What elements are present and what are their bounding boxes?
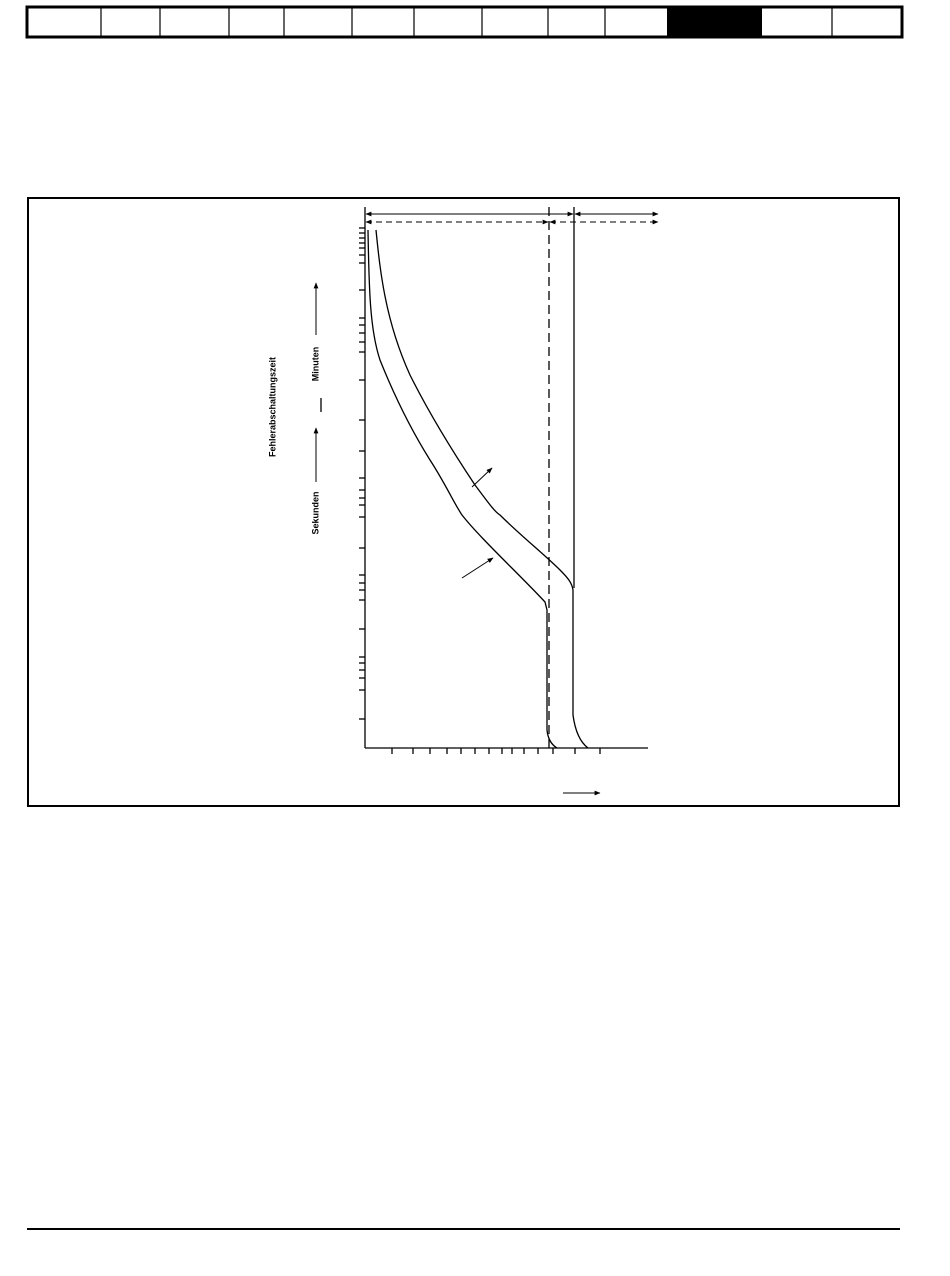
diagram (313, 207, 659, 796)
figure-frame (27, 197, 900, 807)
axis-title: Fehlerabschaltungszeit (267, 357, 277, 457)
lower-label: Sekunden (310, 491, 320, 534)
nav-bar (25, 5, 904, 39)
upper-label: Minuten (310, 347, 320, 382)
